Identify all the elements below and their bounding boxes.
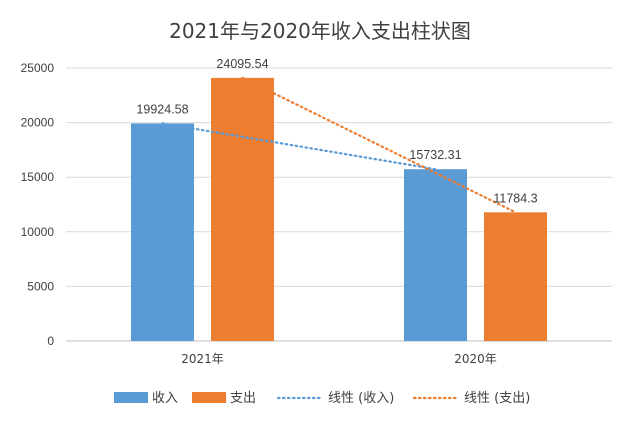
legend-label: 线性 (支出) (464, 391, 530, 406)
x-tick-label: 2020年 (454, 352, 497, 366)
data-label: 15732.31 (409, 148, 461, 162)
bar-income-0 (131, 123, 194, 341)
y-tick-label: 0 (47, 334, 54, 348)
y-tick-label: 5000 (27, 279, 54, 293)
x-tick-label: 2021年 (181, 352, 224, 366)
y-axis: 0 5000 10000 15000 20000 25000 (21, 61, 55, 348)
data-label: 19924.58 (136, 102, 188, 116)
trendline-income (161, 122, 437, 171)
legend-label: 支出 (230, 391, 256, 406)
y-tick-label: 15000 (21, 170, 55, 184)
legend-label: 线性 (收入) (328, 391, 394, 406)
x-axis: 2021年 2020年 (181, 352, 497, 366)
y-tick-label: 10000 (21, 225, 55, 239)
bar-income-1 (404, 169, 467, 341)
data-label: 11784.3 (493, 191, 537, 205)
bars (131, 77, 547, 341)
trendlines (161, 76, 517, 214)
bar-expense-1 (484, 212, 547, 341)
legend-swatch (192, 392, 226, 403)
data-label: 24095.54 (216, 57, 268, 71)
legend: 收入 支出 线性 (收入) 线性 (支出) (114, 391, 530, 406)
y-tick-label: 20000 (21, 116, 55, 130)
legend-swatch (114, 392, 148, 403)
y-tick-label: 25000 (21, 61, 55, 75)
data-labels: 19924.58 24095.54 15732.31 11784.3 (136, 57, 537, 205)
trendline-expense (241, 76, 517, 214)
legend-label: 收入 (152, 391, 178, 406)
chart-title: 2021年与2020年收入支出柱状图 (169, 19, 471, 43)
bar-expense-0 (211, 77, 274, 341)
